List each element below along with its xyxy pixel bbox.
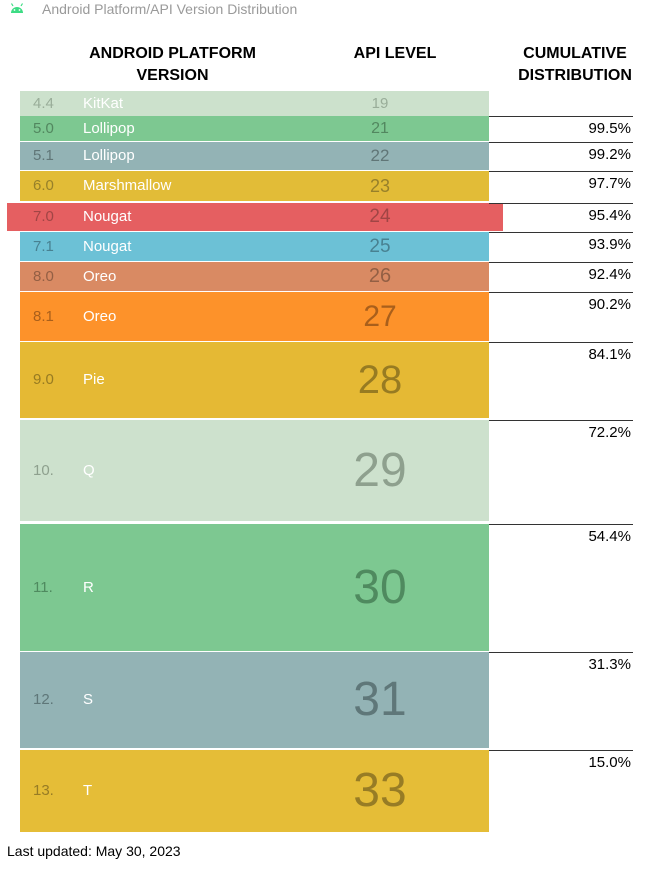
row-version: 7.0 [33, 208, 54, 225]
row-cumulative-distribution: 93.9% [588, 236, 631, 253]
android-icon [10, 3, 24, 13]
cumulative-divider [489, 652, 633, 653]
window-title: Android Platform/API Version Distributio… [42, 1, 298, 17]
cumulative-divider [489, 524, 633, 525]
row-cumulative-distribution: 31.3% [588, 656, 631, 673]
cumulative-divider [489, 116, 633, 117]
row-codename: Marshmallow [83, 177, 172, 194]
row-cumulative-distribution: 90.2% [588, 296, 631, 313]
header-api-level: API LEVEL [353, 45, 437, 62]
row-codename: T [83, 782, 93, 799]
header-cumulative-line2: DISTRIBUTION [518, 67, 632, 84]
table-row: 7.1 Nougat 25 [20, 232, 489, 261]
row-version: 13. [33, 782, 54, 799]
row-codename: S [83, 691, 94, 708]
row-cumulative-distribution: 72.2% [588, 424, 631, 441]
table-row: 5.0 Lollipop 21 [20, 116, 489, 141]
row-cumulative-distribution: 84.1% [588, 346, 631, 363]
table-row: 10. Q 29 [20, 420, 489, 521]
table-row: 6.0 Marshmallow 23 [20, 171, 489, 201]
row-api-level: 21 [371, 120, 389, 137]
row-version: 4.4 [33, 95, 54, 112]
row-cumulative-distribution: 95.4% [588, 207, 631, 224]
cumulative-divider [489, 342, 633, 343]
table-row: 4.4 KitKat 19 [20, 91, 489, 116]
row-cumulative-distribution: 97.7% [588, 175, 631, 192]
row-api-level: 26 [368, 265, 392, 287]
row-codename: Pie [83, 371, 105, 388]
row-version: 9.0 [33, 371, 54, 388]
header-cumulative-line1: CUMULATIVE [523, 45, 627, 62]
row-api-level: 28 [357, 358, 403, 402]
last-updated: Last updated: May 30, 2023 [7, 843, 181, 859]
row-version: 12. [33, 691, 54, 708]
row-api-level: 23 [369, 176, 391, 196]
header-platform-version-line2: VERSION [136, 67, 209, 84]
row-api-level: 22 [370, 146, 390, 165]
row-version: 10. [33, 462, 54, 479]
row-api-level: 29 [353, 444, 407, 497]
row-codename: Nougat [83, 238, 132, 255]
row-codename: Lollipop [83, 147, 135, 164]
table-row: 7.0 Nougat 24 [7, 203, 503, 231]
row-version: 6.0 [33, 177, 54, 194]
row-cumulative-distribution: 54.4% [588, 528, 631, 545]
row-api-level: 27 [363, 300, 397, 333]
table-row: 11. R 30 [20, 524, 489, 651]
table-row: 5.1 Lollipop 22 [20, 142, 489, 170]
row-cumulative-distribution: 99.5% [588, 120, 631, 137]
row-codename: Q [83, 462, 95, 479]
header-platform-version: ANDROID PLATFORM VERSION [60, 43, 285, 87]
row-codename: Nougat [83, 208, 132, 225]
row-cumulative-distribution: 15.0% [588, 754, 631, 771]
table-row: 12. S 31 [20, 652, 489, 748]
table-row: 9.0 Pie 28 [20, 342, 489, 418]
row-api-level: 19 [371, 95, 389, 112]
row-version: 5.0 [33, 120, 54, 137]
row-api-level: 31 [353, 673, 407, 726]
table-row: 8.1 Oreo 27 [20, 292, 489, 341]
row-version: 8.1 [33, 308, 54, 325]
row-version: 7.1 [33, 238, 54, 255]
cumulative-divider [489, 292, 633, 293]
table-row: 8.0 Oreo 26 [20, 262, 489, 291]
cumulative-divider [489, 232, 633, 233]
cumulative-divider [489, 420, 633, 421]
row-codename: Lollipop [83, 120, 135, 137]
row-api-level: 25 [369, 236, 391, 257]
row-version: 11. [33, 579, 53, 596]
row-api-level: 33 [353, 764, 407, 817]
row-version: 5.1 [33, 147, 54, 164]
row-cumulative-distribution: 99.2% [588, 146, 631, 163]
row-codename: Oreo [83, 268, 117, 285]
header-cumulative-distribution: CUMULATIVE DISTRIBUTION [505, 43, 645, 87]
row-api-level: 30 [353, 561, 407, 614]
row-api-level: 24 [369, 206, 391, 227]
row-version: 8.0 [33, 268, 54, 285]
row-codename: KitKat [83, 95, 124, 112]
title-bar: Android Platform/API Version Distributio… [0, 0, 667, 18]
row-cumulative-distribution: 92.4% [588, 266, 631, 283]
row-codename: Oreo [83, 308, 117, 325]
cumulative-divider [489, 262, 633, 263]
cumulative-divider [489, 203, 633, 204]
row-codename: R [83, 579, 94, 596]
cumulative-divider [489, 142, 633, 143]
table-row: 13. T 33 [20, 750, 489, 832]
cumulative-divider [489, 750, 633, 751]
header-platform-version-line1: ANDROID PLATFORM [89, 45, 256, 62]
cumulative-divider [489, 171, 633, 172]
